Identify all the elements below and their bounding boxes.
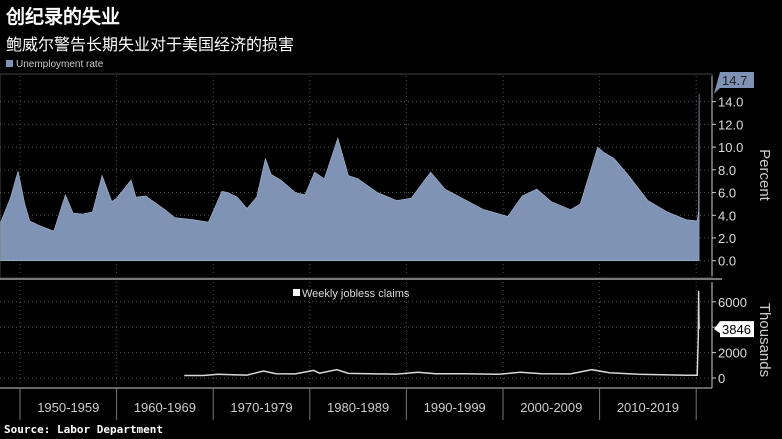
- y-tick-label: 8.0: [718, 163, 736, 178]
- y-tick-label: 4.0: [718, 208, 736, 223]
- y-tick-label: 0: [718, 371, 725, 386]
- y-tick-label: 6.0: [718, 186, 736, 201]
- x-category-label: 1990-1999: [424, 400, 486, 415]
- x-category-label: 1980-1989: [327, 400, 389, 415]
- x-category-label: 1970-1979: [230, 400, 292, 415]
- y-tick-label: 10.0: [718, 140, 743, 155]
- value-tag-text: 3846: [722, 322, 751, 337]
- unemployment-last-value-tag: 14.7: [714, 72, 754, 94]
- legend-swatch-unemployment: [6, 60, 13, 67]
- y-tick-label: 0.0: [718, 254, 736, 269]
- source-note: Source: Labor Department: [4, 423, 163, 436]
- x-category-label: 1950-1959: [37, 400, 99, 415]
- chart-title: 创纪录的失业: [6, 7, 121, 28]
- value-tag-bg: [714, 72, 754, 94]
- y-tick-label: 2.0: [718, 231, 736, 246]
- y-axis-title-thousands: Thousands: [756, 303, 773, 377]
- legend-label-claims: Weekly jobless claims: [302, 288, 410, 300]
- value-tag-text: 14.7: [722, 73, 747, 88]
- y-tick-label: 12.0: [718, 117, 743, 132]
- y-tick-label: 6000: [718, 295, 747, 310]
- unemployment-area: [0, 93, 700, 261]
- x-category-label: 2000-2009: [520, 400, 582, 415]
- legend-swatch-claims: [293, 289, 300, 296]
- claims-last-value-tag: 3846: [714, 321, 754, 338]
- y-tick-label: 14.0: [718, 95, 743, 110]
- y-tick-label: 2000: [718, 346, 747, 361]
- chart-subtitle: 鲍威尔警告长期失业对于美国经济的损害: [6, 37, 295, 54]
- x-category-label: 2010-2019: [617, 400, 679, 415]
- value-tag-bg: [714, 321, 754, 338]
- x-category-label: 1960-1969: [134, 400, 196, 415]
- legend-label-unemployment: Unemployment rate: [16, 59, 104, 70]
- jobless-claims-line: [184, 290, 700, 377]
- y-axis-title-percent: Percent: [756, 149, 773, 202]
